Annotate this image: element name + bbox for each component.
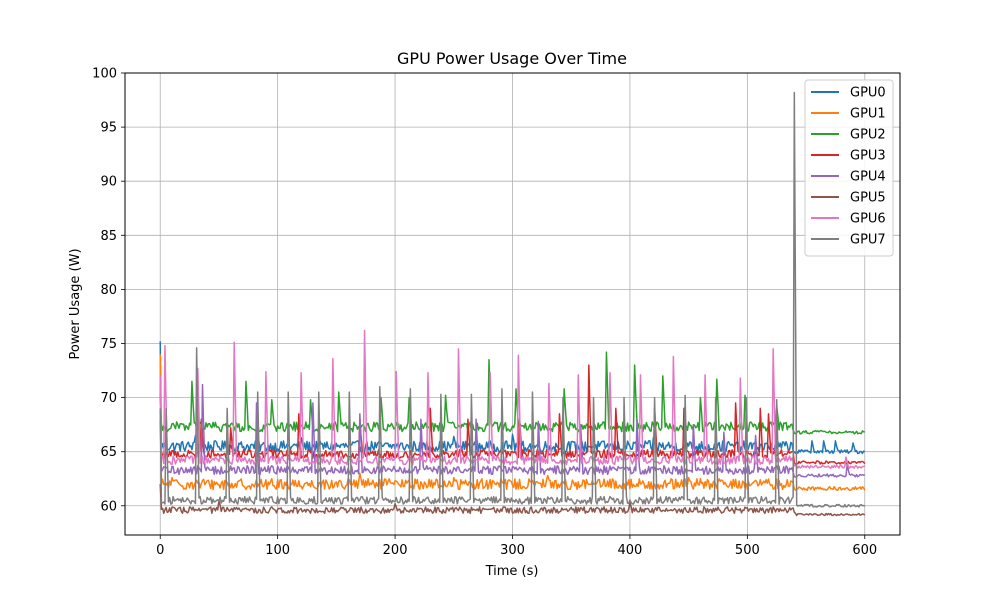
legend-label: GPU0 [850, 86, 886, 101]
series-lines [159, 91, 866, 517]
y-axis-ticks: 60 65 70 75 80 85 90 95 100 [92, 67, 125, 514]
legend-box [804, 79, 894, 257]
y-tick-label: 95 [100, 121, 117, 136]
y-axis-label: Power Usage (W) [68, 248, 83, 359]
legend-label: GPU3 [850, 149, 886, 164]
y-tick-label: 80 [100, 283, 117, 298]
grid [125, 72, 900, 535]
y-tick-label: 65 [100, 445, 117, 460]
legend-label: GPU2 [850, 128, 886, 143]
y-tick-label: 90 [100, 175, 117, 190]
y-tick-label: 100 [92, 67, 117, 82]
chart-title: GPU Power Usage Over Time [397, 49, 627, 68]
x-axis-ticks: 0 100 200 300 400 500 600 [156, 535, 877, 558]
x-tick-label: 0 [156, 543, 164, 558]
x-tick-label: 600 [852, 543, 877, 558]
x-tick-label: 400 [618, 543, 643, 558]
x-tick-label: 200 [383, 543, 408, 558]
legend-label: GPU4 [850, 170, 886, 185]
y-tick-label: 60 [100, 499, 117, 514]
legend-label: GPU7 [850, 233, 886, 248]
legend: GPU0 GPU1 GPU2 GPU3 GPU4 GPU5 GPU6 GPU7 [804, 79, 894, 257]
series-line-gpu1 [159, 354, 866, 492]
x-tick-label: 300 [500, 543, 525, 558]
legend-label: GPU6 [850, 212, 886, 227]
x-tick-label: 500 [735, 543, 760, 558]
x-tick-label: 100 [265, 543, 290, 558]
legend-label: GPU1 [850, 107, 886, 122]
series-line-gpu5 [159, 484, 866, 517]
series-line-gpu7 [159, 91, 866, 508]
x-axis-label: Time (s) [485, 564, 539, 579]
y-tick-label: 75 [100, 337, 117, 352]
legend-label: GPU5 [850, 191, 886, 206]
y-tick-label: 70 [100, 391, 117, 406]
y-tick-label: 85 [100, 229, 117, 244]
